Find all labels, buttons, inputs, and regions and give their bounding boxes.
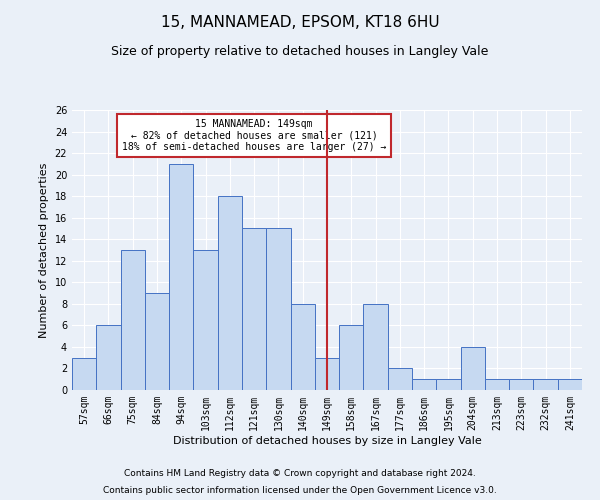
Bar	[315, 358, 339, 390]
Y-axis label: Number of detached properties: Number of detached properties	[39, 162, 49, 338]
Text: Contains HM Land Registry data © Crown copyright and database right 2024.: Contains HM Land Registry data © Crown c…	[124, 468, 476, 477]
X-axis label: Distribution of detached houses by size in Langley Vale: Distribution of detached houses by size …	[173, 436, 481, 446]
Bar	[558, 379, 582, 390]
Bar	[436, 379, 461, 390]
Bar	[388, 368, 412, 390]
Bar	[339, 326, 364, 390]
Text: 15, MANNAMEAD, EPSOM, KT18 6HU: 15, MANNAMEAD, EPSOM, KT18 6HU	[161, 15, 439, 30]
Bar	[461, 347, 485, 390]
Text: Contains public sector information licensed under the Open Government Licence v3: Contains public sector information licen…	[103, 486, 497, 495]
Bar	[364, 304, 388, 390]
Bar	[193, 250, 218, 390]
Bar	[121, 250, 145, 390]
Bar	[145, 293, 169, 390]
Bar	[169, 164, 193, 390]
Bar	[485, 379, 509, 390]
Text: Size of property relative to detached houses in Langley Vale: Size of property relative to detached ho…	[112, 45, 488, 58]
Text: 15 MANNAMEAD: 149sqm
← 82% of detached houses are smaller (121)
18% of semi-deta: 15 MANNAMEAD: 149sqm ← 82% of detached h…	[122, 118, 386, 152]
Bar	[242, 228, 266, 390]
Bar	[509, 379, 533, 390]
Bar	[266, 228, 290, 390]
Bar	[218, 196, 242, 390]
Bar	[412, 379, 436, 390]
Bar	[72, 358, 96, 390]
Bar	[96, 326, 121, 390]
Bar	[533, 379, 558, 390]
Bar	[290, 304, 315, 390]
